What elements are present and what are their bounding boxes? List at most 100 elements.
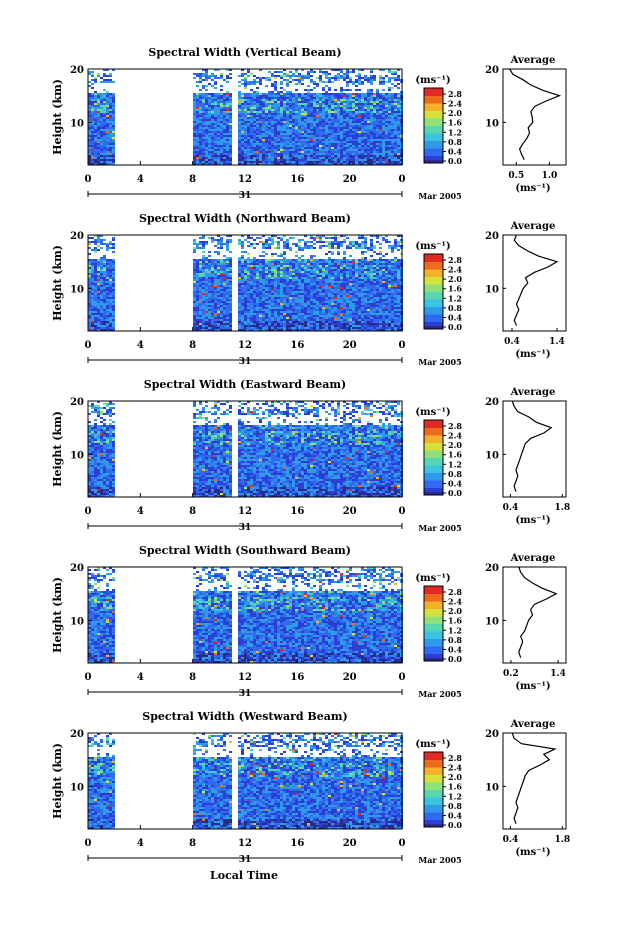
heatmap-cell [94,95,97,97]
heatmap-cell [358,99,361,101]
heatmap-cell [367,105,370,107]
heatmap-cell [328,109,331,111]
heatmap-cell [310,95,313,97]
heatmap-cell [106,95,109,97]
heatmap-cell [205,117,208,119]
heatmap-cell [112,129,115,131]
heatmap-cell [307,121,310,123]
heatmap-cell [397,75,400,77]
heatmap-cell [379,99,382,101]
heatmap-cell [97,111,100,113]
heatmap-cell [100,109,103,111]
heatmap-cell [328,127,331,129]
heatmap-cell [382,99,385,101]
heatmap-cell [286,117,289,119]
heatmap-cell [331,121,334,123]
heatmap-cell [346,93,349,95]
heatmap-cell [214,117,217,119]
heatmap-cell [256,133,259,135]
heatmap-cell [304,109,307,111]
heatmap-cell [193,111,196,113]
heatmap-cell [217,93,220,95]
heatmap-cell [319,135,322,137]
heatmap-cell [337,125,340,127]
heatmap-cell [307,131,310,133]
heatmap-cell [316,111,319,113]
heatmap-cell [304,99,307,101]
heatmap-cell [394,79,397,81]
heatmap-cell [316,135,319,137]
heatmap-cell [208,115,211,117]
heatmap-cell [322,113,325,115]
heatmap-cell [271,91,274,93]
heatmap-cell [301,131,304,133]
heatmap-cell [370,99,373,101]
heatmap-cell [208,121,211,123]
heatmap-cell [379,101,382,103]
heatmap-cell [202,129,205,131]
heatmap-cell [355,119,358,121]
heatmap-cell [97,107,100,109]
heatmap-cell [268,99,271,101]
heatmap-cell [364,111,367,113]
heatmap-cell [397,127,400,129]
heatmap-cell [265,125,268,127]
heatmap-cell [274,95,277,97]
heatmap-cell [316,121,319,123]
heatmap-cell [334,129,337,131]
heatmap-cell [391,83,394,85]
heatmap-cell [253,127,256,129]
heatmap-cell [208,123,211,125]
heatmap-cell [94,101,97,103]
heatmap-cell [271,115,274,117]
heatmap-cell [361,123,364,125]
heatmap-cell [349,135,352,137]
heatmap-cell [304,117,307,119]
heatmap-cell [352,93,355,95]
heatmap-cell [94,109,97,111]
heatmap-cell [106,133,109,135]
heatmap-cell [238,125,241,127]
heatmap-cell [385,127,388,129]
heatmap-cell [241,127,244,129]
heatmap-cell [214,111,217,113]
heatmap-cell [100,77,103,79]
heatmap-cell [355,105,358,107]
heatmap-cell [106,127,109,129]
heatmap-cell [361,105,364,107]
heatmap-cell [265,131,268,133]
heatmap-cell [358,117,361,119]
heatmap-cell [253,81,256,83]
panel-vertical: Spectral Width (Vertical Beam)2010Height… [51,46,566,201]
heatmap-cell [220,117,223,119]
heatmap-cell [289,103,292,105]
heatmap-cell [205,89,208,91]
heatmap-cell [217,127,220,129]
heatmap-cell [274,89,277,91]
heatmap-cell [277,101,280,103]
heatmap-cell [256,123,259,125]
heatmap-cell [253,83,256,85]
heatmap-cell [298,115,301,117]
heatmap-cell [358,133,361,135]
heatmap-cell [280,95,283,97]
heatmap-cell [331,113,334,115]
heatmap-cell [337,115,340,117]
heatmap-cell [277,123,280,125]
heatmap-cell [223,103,226,105]
heatmap-cell [382,115,385,117]
heatmap-cell [346,99,349,101]
heatmap-cell [193,129,196,131]
heatmap-cell [250,99,253,101]
heatmap-cell [193,93,196,95]
heatmap-cell [289,81,292,83]
heatmap-cell [343,125,346,127]
heatmap-cell [214,137,217,139]
heatmap-cell [289,97,292,99]
heatmap-cell [259,115,262,117]
heatmap-cell [301,103,304,105]
heatmap-cell [241,123,244,125]
heatmap-cell [277,119,280,121]
heatmap-cell [310,71,313,73]
heatmap-cell [376,133,379,135]
